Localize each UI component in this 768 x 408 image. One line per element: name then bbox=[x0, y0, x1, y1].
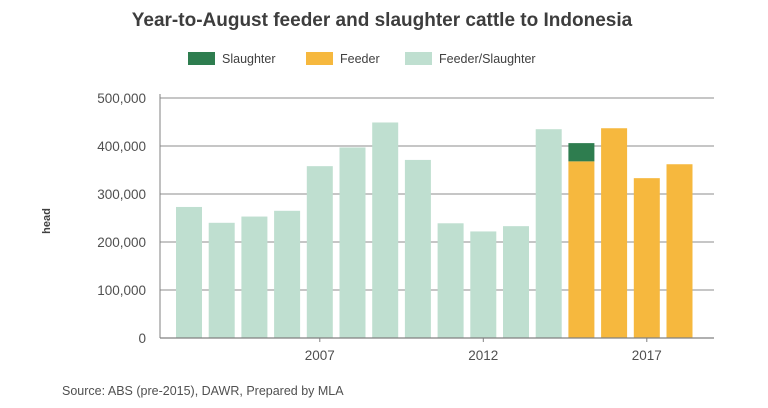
legend-swatch bbox=[306, 52, 333, 65]
bar-feeder-slaughter-2006 bbox=[274, 210, 301, 338]
x-tick-label: 2007 bbox=[305, 348, 335, 363]
y-tick-label: 300,000 bbox=[97, 187, 146, 202]
bars bbox=[176, 122, 693, 338]
y-tick-label: 400,000 bbox=[97, 139, 146, 154]
y-tick-label: 200,000 bbox=[97, 235, 146, 250]
x-tick-label: 2012 bbox=[468, 348, 498, 363]
chart-title: Year-to-August feeder and slaughter catt… bbox=[132, 10, 633, 31]
y-tick-label: 0 bbox=[138, 331, 146, 346]
x-tick-label: 2017 bbox=[632, 348, 662, 363]
bar-feeder-slaughter-2014 bbox=[535, 129, 562, 338]
bar-feeder-2015 bbox=[568, 161, 595, 338]
y-tick-label: 100,000 bbox=[97, 283, 146, 298]
source-note: Source: ABS (pre-2015), DAWR, Prepared b… bbox=[62, 384, 344, 398]
x-axis-ticks: 2007 2012 2017 bbox=[305, 338, 662, 363]
bar-feeder-slaughter-2009 bbox=[372, 122, 399, 338]
bar-feeder-slaughter-2004 bbox=[208, 222, 235, 338]
bar-feeder-2016 bbox=[601, 128, 628, 338]
legend-label: Feeder bbox=[340, 52, 380, 66]
legend-swatch bbox=[188, 52, 215, 65]
legend-swatch bbox=[405, 52, 432, 65]
y-axis-ticks: 0 100,000 200,000 300,000 400,000 500,000 bbox=[97, 91, 146, 346]
axes bbox=[159, 94, 714, 339]
bar-feeder-slaughter-2008 bbox=[339, 147, 366, 338]
bar-feeder-slaughter-2011 bbox=[437, 223, 464, 338]
bar-feeder-slaughter-2010 bbox=[404, 159, 431, 338]
bar-feeder-2017 bbox=[633, 178, 660, 338]
bar-feeder-slaughter-2013 bbox=[503, 226, 529, 338]
bar-slaughter-2015 bbox=[568, 143, 595, 162]
bar-feeder-slaughter-2007 bbox=[306, 166, 333, 338]
y-tick-label: 500,000 bbox=[97, 91, 146, 106]
bar-feeder-2018 bbox=[666, 164, 693, 338]
legend-label: Slaughter bbox=[222, 52, 276, 66]
y-axis-label: head bbox=[41, 208, 53, 234]
bar-feeder-slaughter-2012 bbox=[470, 231, 497, 338]
bar-feeder-slaughter-2005 bbox=[241, 216, 268, 338]
bar-feeder-slaughter-2003 bbox=[176, 206, 202, 338]
legend: Slaughter Feeder Feeder/Slaughter bbox=[188, 52, 536, 66]
legend-label: Feeder/Slaughter bbox=[439, 52, 536, 66]
